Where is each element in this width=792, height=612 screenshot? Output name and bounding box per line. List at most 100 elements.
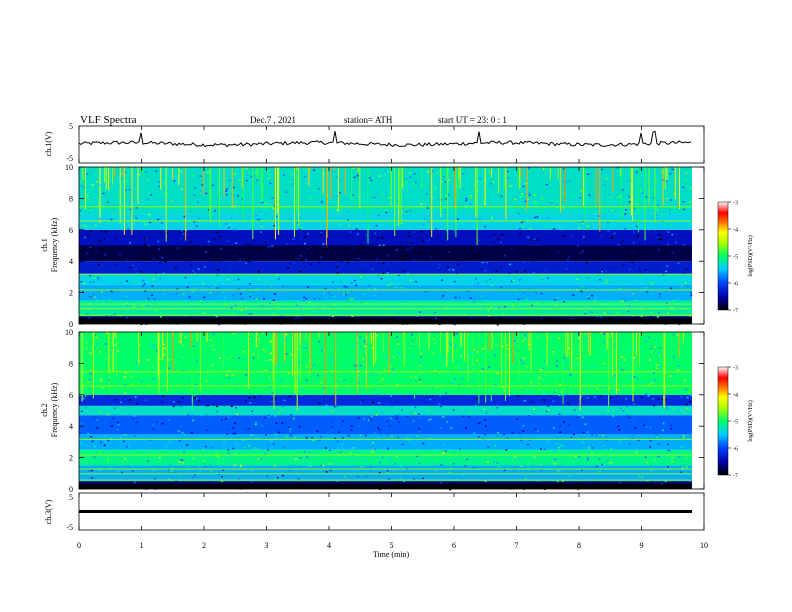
spectrogram-cell	[343, 476, 346, 478]
spectrogram-cell	[689, 291, 692, 294]
spectrogram-line	[79, 385, 692, 387]
spectrogram-cell	[256, 224, 258, 227]
spectrogram-cell	[180, 464, 183, 466]
spectrogram-cell	[580, 290, 583, 293]
spectrogram-sferic	[262, 167, 264, 198]
spectrogram-cell	[179, 170, 182, 173]
spectrogram-cell	[245, 167, 248, 170]
spectrogram-cell	[533, 194, 536, 196]
spectrogram-cell	[209, 466, 212, 469]
spectrogram-cell	[474, 278, 477, 280]
spectrogram-cell	[80, 249, 83, 252]
spectrogram-cell	[469, 203, 472, 205]
spectrogram-cell	[198, 217, 201, 220]
spectrogram-cell	[190, 389, 193, 391]
spectrogram-cell	[521, 340, 524, 342]
spectrogram-cell	[376, 259, 379, 261]
spectrogram-cell	[395, 249, 398, 251]
spectrogram-cell	[607, 196, 610, 198]
spectrogram-cell	[582, 431, 585, 434]
spectrogram-cell	[124, 372, 127, 374]
spectrogram-cell	[561, 199, 564, 201]
spectrogram-cell	[319, 196, 322, 198]
ch1-ytick-neg5: -5	[66, 154, 73, 163]
spectrogram-cell	[90, 244, 93, 246]
spectrogram-cell	[237, 281, 239, 283]
spectrogram-cell	[265, 213, 268, 216]
spectrogram-cell	[262, 309, 265, 312]
spectrogram-cell	[401, 232, 404, 235]
spectrogram-cell	[449, 488, 452, 491]
spectrogram-cell	[360, 364, 363, 367]
spectrogram-cell	[614, 344, 617, 347]
spectrogram-cell	[522, 185, 525, 188]
spectrogram-cell	[322, 372, 325, 374]
spectrogram-cell	[546, 318, 549, 320]
spectrogram-cell	[143, 283, 146, 285]
spectrogram-cell	[314, 379, 317, 382]
spectrogram-cell	[345, 250, 348, 252]
spectrogram-cell	[207, 393, 210, 396]
x-tick-label: 10	[700, 541, 708, 550]
spectrogram-cell	[506, 170, 509, 173]
spectrogram-cell	[630, 383, 633, 385]
spectrogram-cell	[164, 261, 167, 263]
spectrogram-cell	[270, 440, 273, 442]
spectrogram-cell	[409, 347, 411, 350]
spectrogram-cell	[252, 357, 255, 359]
spectrogram-cell	[529, 239, 532, 241]
spectrogram-cell	[277, 278, 280, 280]
spectrogram-cell	[630, 377, 633, 379]
spectrogram-cell	[492, 226, 494, 229]
spectrogram-sferic	[454, 167, 456, 209]
spectrogram-cell	[204, 224, 207, 226]
spectrogram-cell	[106, 332, 109, 334]
spectrogram-cell	[388, 197, 391, 199]
spectrogram-cell	[579, 197, 582, 199]
spectrogram-cell	[125, 309, 128, 311]
spectrogram-cell	[350, 429, 353, 431]
spectrogram-cell	[256, 447, 258, 449]
spectrogram-cell	[182, 233, 185, 235]
spectrogram-sferic	[585, 167, 587, 221]
spectrogram-sferic	[638, 332, 640, 368]
spectrogram-cell	[607, 221, 610, 224]
spectrogram-cell	[506, 437, 509, 439]
spectrogram-cell	[490, 284, 493, 287]
spectrogram-cell	[203, 296, 206, 299]
spectrogram-cell	[601, 233, 604, 235]
spectrogram-sferic	[99, 167, 101, 223]
spectrogram-cell	[577, 337, 580, 339]
spectrogram-cell	[649, 470, 652, 472]
ch1-colorbar: -3-4-5-6-7 log(PSD)(V²/Hz)	[717, 201, 754, 315]
spectrogram-cell	[288, 426, 290, 428]
spectrogram-cell	[488, 314, 491, 317]
colorbar-tick-label: -3	[733, 201, 738, 207]
spectrogram-cell	[199, 470, 202, 473]
spectrogram-cell	[124, 434, 127, 436]
spectrogram-cell	[181, 462, 184, 464]
spectrogram-cell	[181, 459, 184, 461]
colorbar-tick-label: -3	[733, 366, 738, 372]
spectrogram-cell	[631, 261, 633, 264]
spectrogram-cell	[411, 183, 414, 185]
spectrogram-cell	[397, 481, 400, 483]
spectrogram-cell	[444, 332, 447, 334]
spectrogram-cell	[682, 186, 685, 189]
spectrogram-cell	[668, 301, 671, 304]
spectrogram-cell	[635, 451, 638, 453]
spectrogram-cell	[687, 292, 690, 295]
spectrogram-cell	[384, 169, 387, 172]
spectrogram-cell	[653, 346, 656, 348]
spectrogram-cell	[323, 292, 325, 294]
spectrogram-cell	[372, 243, 375, 246]
spectrogram-cell	[584, 373, 587, 375]
spectrogram-cell	[522, 218, 524, 220]
spectrogram-cell	[180, 229, 183, 232]
spectrogram-cell	[80, 185, 83, 187]
spectrogram-cell	[676, 255, 679, 257]
spectrogram-cell	[672, 362, 675, 364]
spectrogram-cell	[355, 395, 358, 397]
spectrogram-cell	[650, 351, 653, 353]
spectrogram-cell	[181, 397, 184, 399]
